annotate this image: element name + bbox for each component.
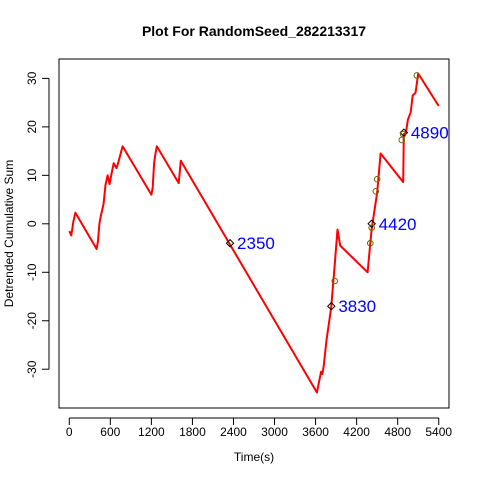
y-tick-label: -10 (25, 263, 39, 281)
x-tick-label: 3000 (261, 425, 288, 439)
circle-marker (413, 72, 421, 79)
x-tick-label: 3600 (302, 425, 329, 439)
x-axis-label: Time(s) (234, 450, 274, 464)
circle-marker (368, 224, 375, 231)
circle-marker (331, 277, 339, 285)
x-tick-label: 600 (100, 425, 120, 439)
y-tick-label: -30 (25, 360, 39, 378)
y-axis: -30 -20 -10 0 10 20 30 (25, 71, 50, 378)
annotation-label: 2350 (237, 234, 275, 253)
circle-marker (398, 136, 406, 144)
y-tick-label: 30 (25, 71, 39, 85)
plot-frame (58, 58, 450, 409)
circle-marker (399, 130, 407, 138)
x-tick-label: 2400 (220, 425, 247, 439)
y-tick-label: 20 (25, 120, 39, 134)
annotation-label: 3830 (338, 297, 376, 316)
x-tick-label: 0 (66, 425, 73, 439)
x-axis: 0 600 1200 1800 2400 3000 3600 4200 4800 5400 (66, 417, 452, 439)
marker-layer (225, 72, 421, 311)
annotation-label: 4420 (379, 215, 417, 234)
diamond-marker (327, 301, 336, 311)
x-tick-label: 4800 (384, 425, 411, 439)
annotation-layer: 2350 3830 4420 4890 (237, 124, 449, 317)
y-tick-label: 0 (25, 220, 39, 227)
x-tick-label: 1200 (138, 425, 165, 439)
y-tick-label: 10 (25, 168, 39, 182)
circle-marker (372, 188, 380, 195)
circle-marker (373, 175, 381, 183)
annotation-label: 4890 (411, 124, 449, 143)
x-tick-label: 1800 (179, 425, 206, 439)
y-tick-label: -20 (25, 312, 39, 330)
diamond-marker (367, 219, 376, 229)
series-line (68, 72, 440, 394)
circle-marker (367, 239, 374, 247)
x-tick-label: 4200 (343, 425, 370, 439)
diamond-marker (225, 238, 235, 248)
series-layer (68, 72, 440, 394)
y-axis-label: Detrended Cumulative Sum (2, 160, 16, 307)
x-tick-label: 5400 (425, 425, 452, 439)
chart-title: Plot For RandomSeed_282213317 (142, 23, 366, 39)
